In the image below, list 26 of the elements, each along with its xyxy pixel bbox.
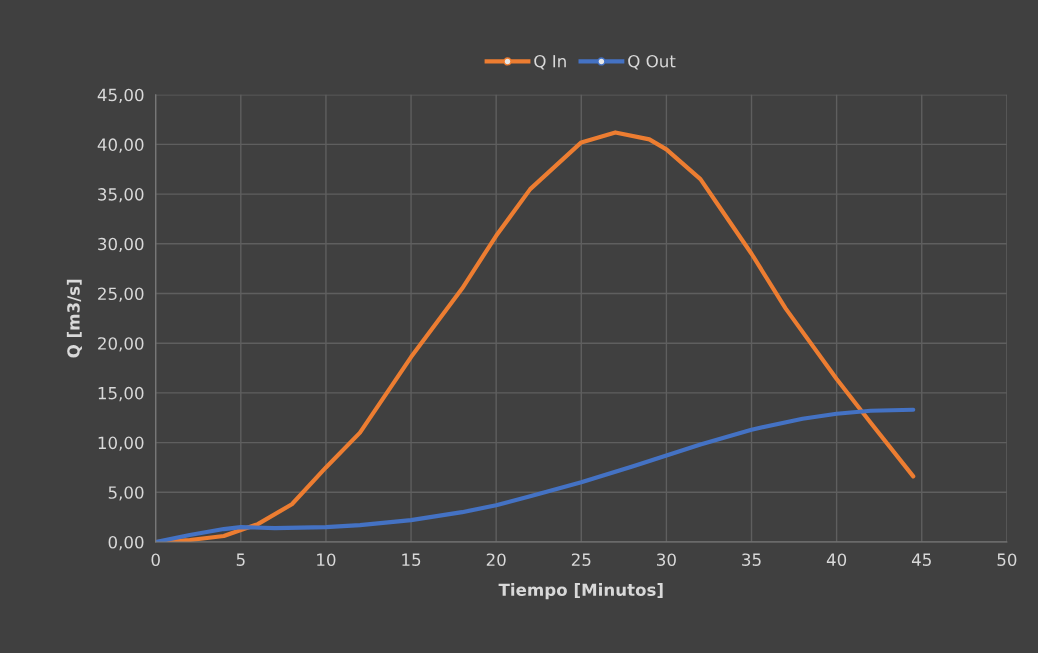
x-tick-label: 45 [911, 553, 931, 566]
y-tick-label: 35,00 [98, 188, 144, 203]
y-axis-title: Q [m3/s] [66, 279, 82, 358]
x-tick-label: 40 [826, 553, 847, 566]
x-tick-label: 0 [151, 553, 160, 566]
y-tick-label: 30,00 [98, 237, 144, 253]
line-series [155, 407, 916, 542]
x-tick-label: 20 [486, 553, 506, 566]
y-tick-label: 20,00 [98, 337, 144, 352]
x-tick-label: 25 [571, 553, 591, 566]
x-tick-label: 30 [657, 553, 676, 566]
x-tick-label: 35 [742, 553, 761, 566]
x-tick-label: 10 [317, 553, 336, 566]
y-tick-label: 5,00 [108, 486, 144, 501]
y-tick-label: 15,00 [98, 386, 144, 402]
x-axis-title: Tiempo [Minutos] [498, 583, 663, 600]
y-tick-label: 25,00 [98, 287, 144, 302]
legend-label: Q In [534, 54, 566, 70]
y-tick-label: 45,00 [97, 88, 144, 103]
y-tick-label: 0,00 [108, 535, 144, 551]
x-tick-label: 15 [402, 553, 421, 566]
x-tick-label: 5 [236, 553, 245, 566]
y-tick-label: 10,00 [98, 436, 144, 451]
y-tick-label: 40,00 [97, 138, 144, 153]
x-tick-label: 50 [997, 553, 1017, 566]
legend-label: Q Out [628, 54, 676, 70]
